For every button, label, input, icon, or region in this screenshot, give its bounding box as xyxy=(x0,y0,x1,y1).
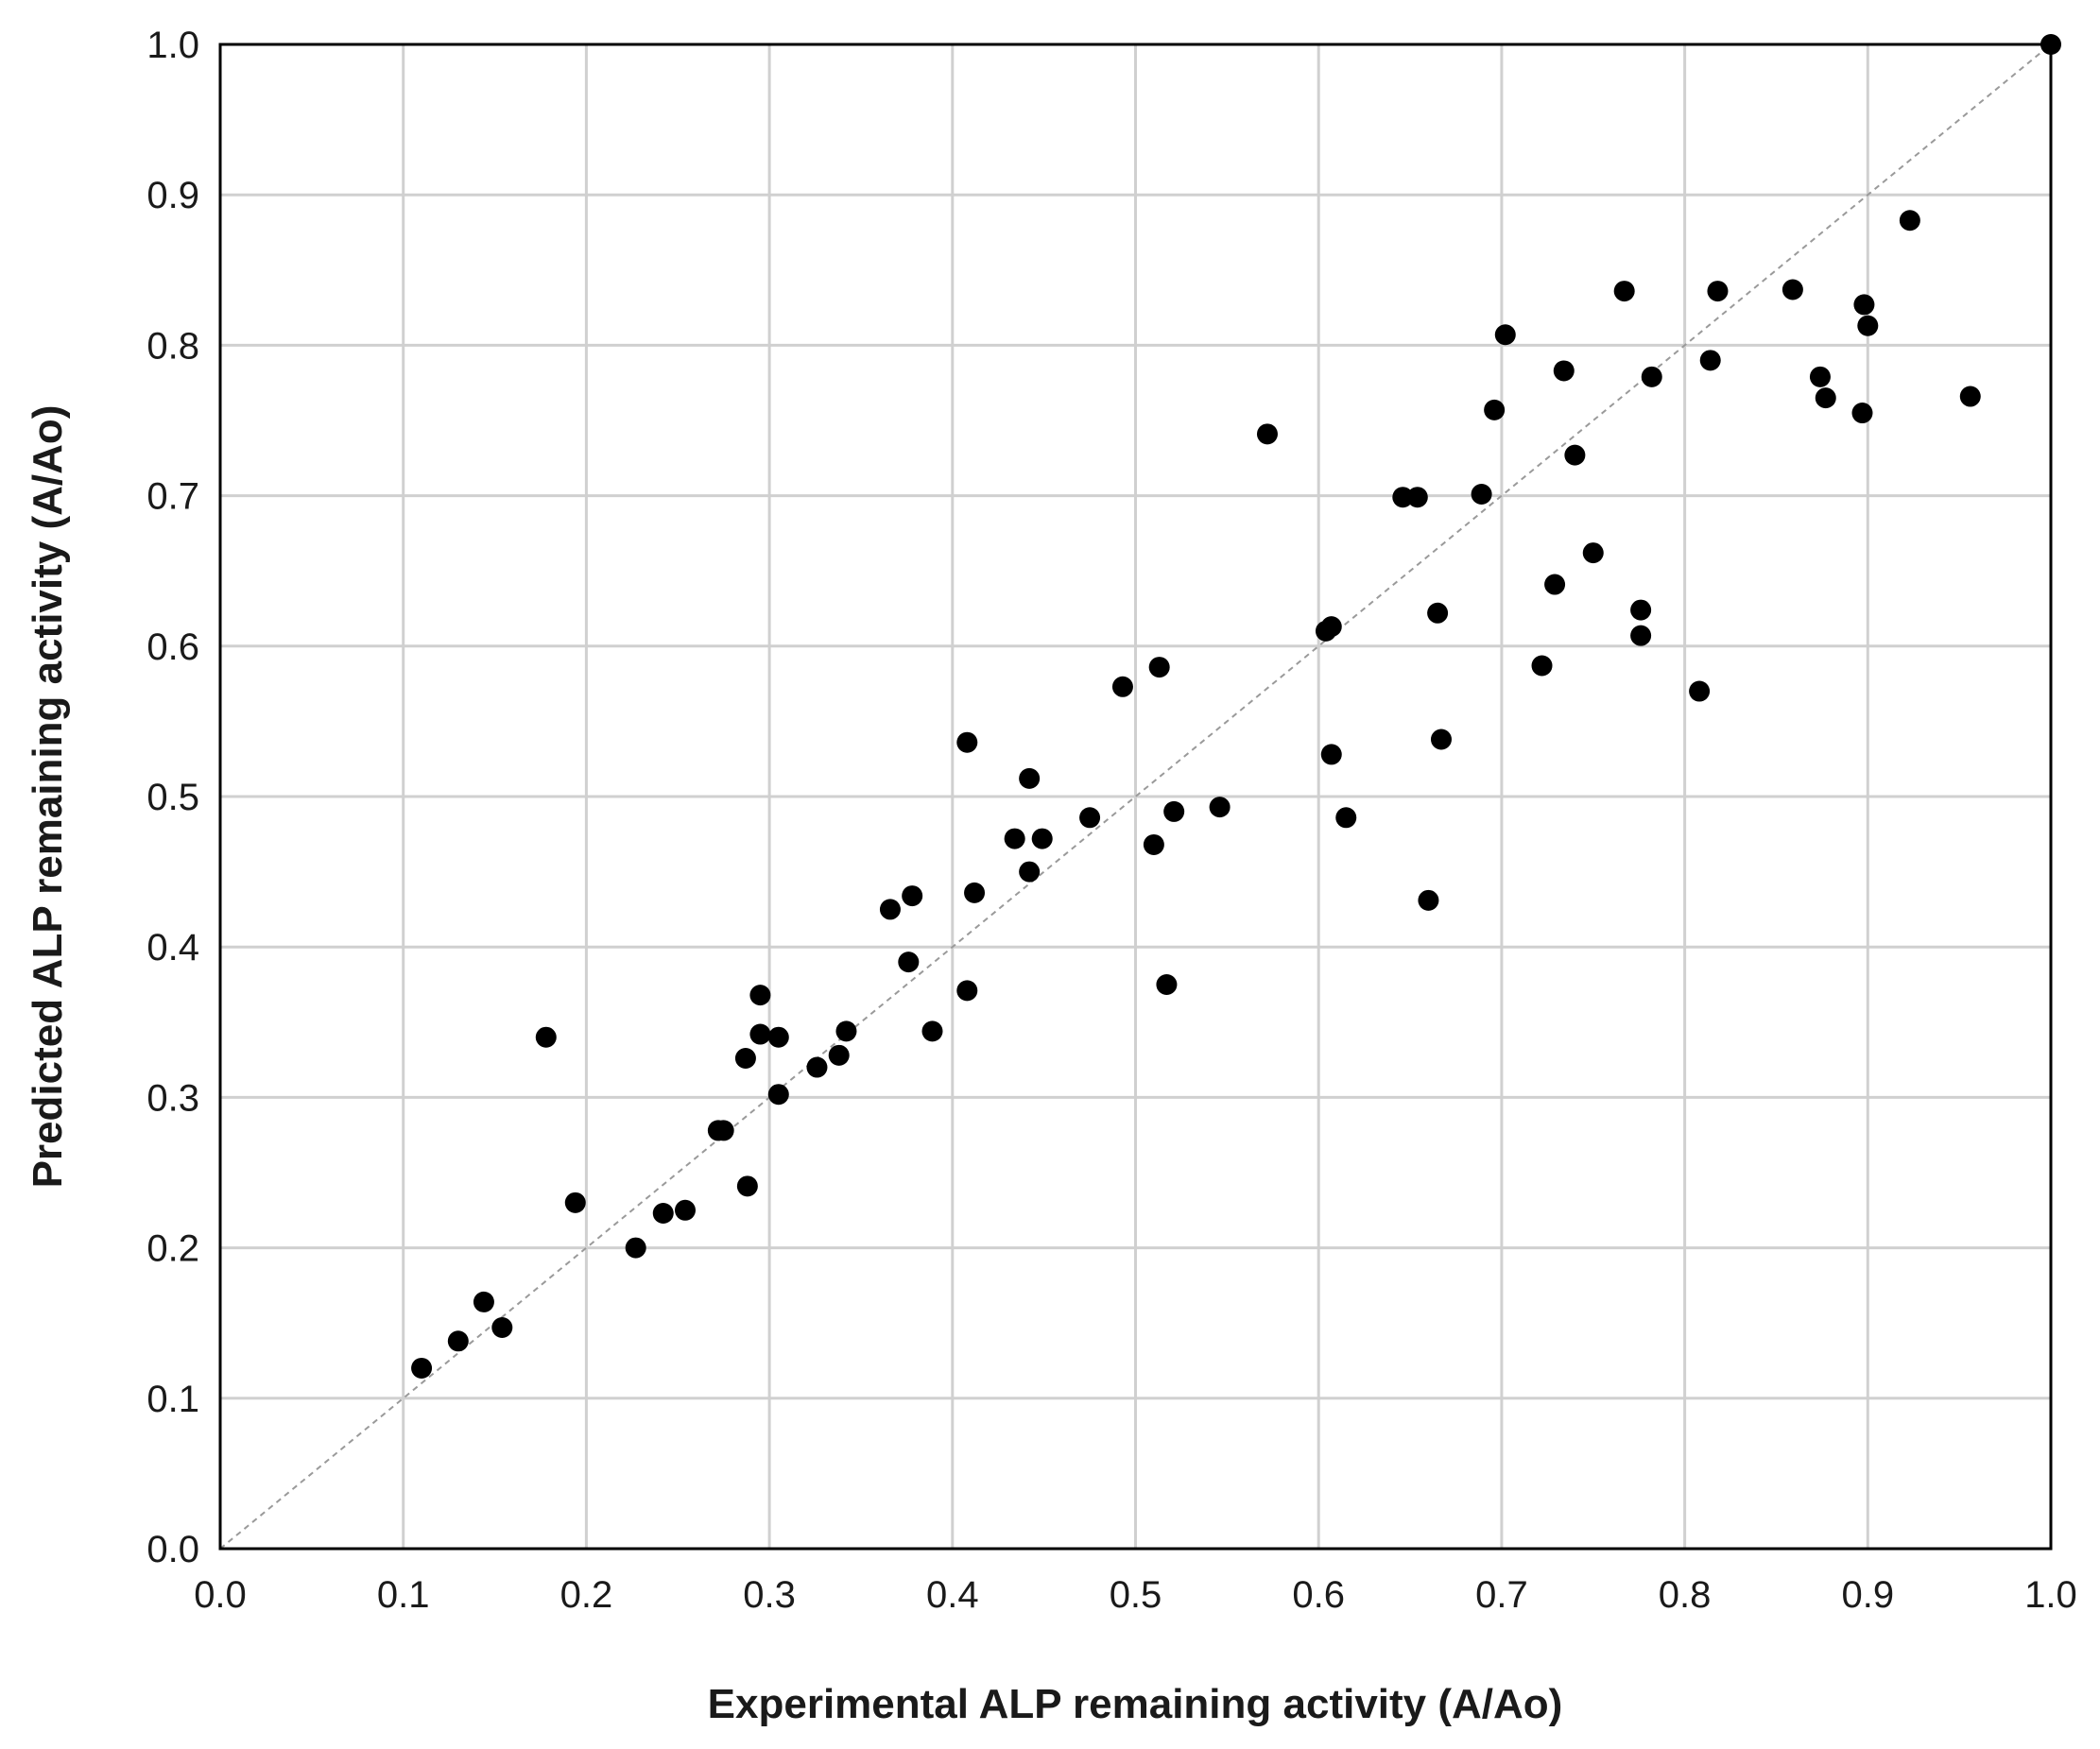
data-point xyxy=(1782,279,1803,300)
data-point xyxy=(1209,797,1231,818)
data-point xyxy=(828,1044,850,1066)
data-point xyxy=(1156,974,1178,995)
y-tick-label: 0.3 xyxy=(146,1077,199,1119)
data-point xyxy=(956,731,978,753)
data-point xyxy=(1630,625,1652,646)
data-point xyxy=(1079,807,1101,829)
y-axis-title: Predicted ALP remaining activity (A/Ao) xyxy=(25,405,71,1189)
y-tick-label: 0.0 xyxy=(146,1529,199,1570)
data-point xyxy=(1004,828,1025,849)
data-points xyxy=(411,34,2061,1379)
x-tick-label: 0.3 xyxy=(743,1574,796,1616)
data-point xyxy=(625,1237,646,1259)
data-point xyxy=(902,885,923,907)
data-point xyxy=(491,1316,513,1338)
data-point xyxy=(767,1084,789,1106)
data-point xyxy=(564,1192,586,1213)
data-point xyxy=(767,1026,789,1048)
y-tick-label: 0.8 xyxy=(146,325,199,367)
data-point xyxy=(1553,360,1575,382)
data-point xyxy=(1959,386,1981,407)
data-point xyxy=(956,980,978,1002)
data-point xyxy=(1544,574,1566,595)
x-tick-label: 0.0 xyxy=(194,1574,247,1616)
data-point xyxy=(1630,599,1652,621)
y-tick-label: 0.5 xyxy=(146,777,199,818)
data-point xyxy=(1564,444,1586,466)
x-tick-label: 1.0 xyxy=(2024,1574,2077,1616)
data-point xyxy=(1531,655,1553,677)
data-point xyxy=(1163,800,1185,822)
data-point xyxy=(1418,889,1439,911)
data-point xyxy=(411,1357,433,1379)
x-tick-label: 0.2 xyxy=(560,1574,613,1616)
data-point xyxy=(1582,542,1604,564)
data-point xyxy=(734,1048,756,1070)
data-point xyxy=(674,1199,696,1221)
y-tick-label: 0.7 xyxy=(146,476,199,518)
data-point xyxy=(1335,807,1357,829)
data-point xyxy=(1853,294,1875,316)
y-tick-label: 0.1 xyxy=(146,1379,199,1420)
data-point xyxy=(1851,403,1873,424)
data-point xyxy=(1320,616,1342,638)
x-tick-label: 0.1 xyxy=(377,1574,430,1616)
data-point xyxy=(749,1023,771,1045)
data-point xyxy=(806,1056,828,1078)
data-point xyxy=(879,899,901,920)
x-tick-label: 0.5 xyxy=(1110,1574,1162,1616)
plot-frame xyxy=(218,43,2053,1551)
data-point xyxy=(1707,281,1729,302)
data-point xyxy=(713,1120,734,1141)
data-point xyxy=(1019,767,1041,789)
data-point xyxy=(447,1330,469,1352)
data-point xyxy=(835,1020,857,1042)
x-tick-label: 0.9 xyxy=(1841,1574,1894,1616)
data-point xyxy=(921,1020,943,1042)
data-point xyxy=(1406,487,1428,508)
data-point xyxy=(1815,387,1836,409)
data-point xyxy=(535,1026,557,1048)
data-point xyxy=(1031,828,1053,849)
data-point xyxy=(1484,399,1506,420)
y-tick-label: 1.0 xyxy=(146,25,199,66)
data-point xyxy=(1613,281,1635,302)
data-point xyxy=(898,952,920,973)
data-point xyxy=(1641,366,1662,387)
x-axis-title: Experimental ALP remaining activity (A/A… xyxy=(708,1681,1563,1727)
x-tick-label: 0.8 xyxy=(1659,1574,1712,1616)
x-tick-label: 0.4 xyxy=(926,1574,979,1616)
data-point xyxy=(749,985,771,1006)
data-point xyxy=(1899,210,1920,231)
y-tick-label: 0.6 xyxy=(146,626,199,668)
data-point xyxy=(1256,423,1278,445)
data-point xyxy=(1471,484,1492,506)
data-point xyxy=(1143,833,1164,855)
data-point xyxy=(652,1202,674,1224)
data-point xyxy=(1392,487,1414,508)
data-point xyxy=(1857,315,1879,336)
data-point xyxy=(1809,366,1831,387)
data-point xyxy=(473,1291,494,1312)
data-point xyxy=(736,1175,758,1197)
y-tick-label: 0.2 xyxy=(146,1228,199,1270)
y-tick-label: 0.9 xyxy=(146,175,199,216)
y-tick-label: 0.4 xyxy=(146,927,199,969)
data-point xyxy=(1494,324,1516,346)
data-point xyxy=(1430,729,1452,750)
data-point xyxy=(1320,744,1342,765)
data-point xyxy=(1019,861,1041,883)
x-tick-labels: 0.0 0.1 0.2 0.3 0.4 0.5 0.6 0.7 0.8 0.9 1.0 xyxy=(194,1574,2077,1616)
data-point xyxy=(1148,657,1170,678)
data-point xyxy=(1427,602,1449,624)
data-point xyxy=(964,882,986,903)
x-tick-label: 0.7 xyxy=(1475,1574,1528,1616)
data-point xyxy=(1111,676,1133,697)
x-tick-label: 0.6 xyxy=(1292,1574,1345,1616)
data-point xyxy=(1689,680,1711,702)
data-point xyxy=(1699,350,1721,371)
y-tick-labels: 0.0 0.1 0.2 0.3 0.4 0.5 0.6 0.7 0.8 0.9 1.0 xyxy=(146,25,199,1570)
